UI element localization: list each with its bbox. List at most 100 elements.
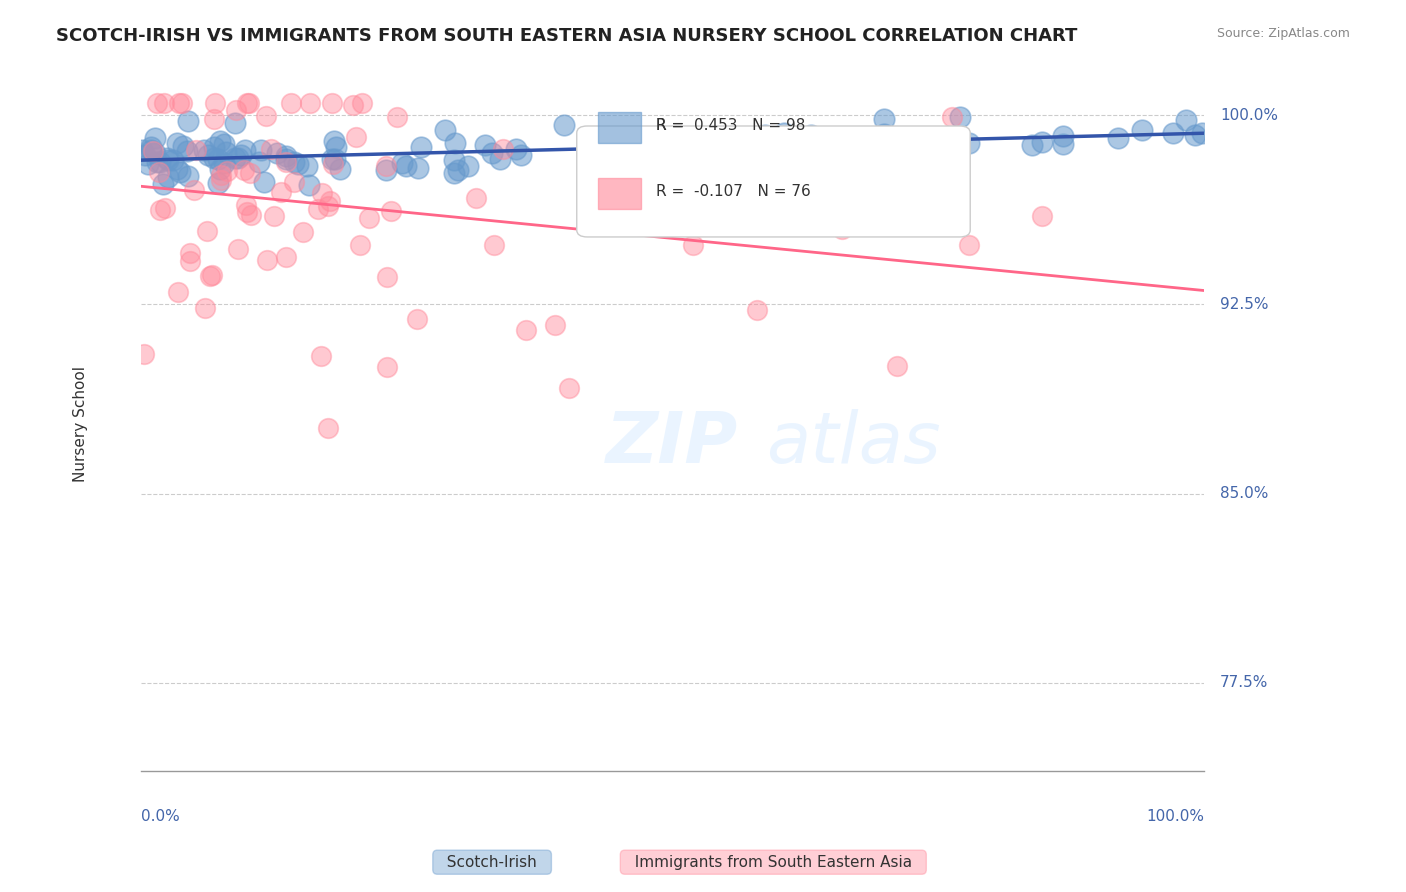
- FancyBboxPatch shape: [576, 126, 970, 237]
- Point: [553, 118, 575, 132]
- Point: [156, 153, 179, 167]
- Point: [783, 136, 806, 150]
- Point: [139, 143, 162, 157]
- Point: [143, 130, 166, 145]
- Point: [936, 136, 959, 151]
- Point: [1031, 209, 1053, 223]
- Point: [295, 159, 318, 173]
- Point: [274, 250, 297, 264]
- Point: [256, 253, 278, 268]
- Point: [152, 178, 174, 192]
- Point: [226, 243, 249, 257]
- Point: [492, 143, 515, 157]
- Point: [831, 221, 853, 235]
- Point: [800, 128, 823, 142]
- Point: [169, 95, 191, 110]
- Point: [283, 155, 305, 169]
- Point: [408, 161, 430, 175]
- Point: [229, 148, 252, 162]
- Point: [280, 95, 302, 110]
- Point: [395, 159, 418, 173]
- Point: [375, 269, 398, 284]
- Text: 100.0%: 100.0%: [1146, 809, 1204, 824]
- Point: [298, 95, 321, 110]
- Text: atlas: atlas: [766, 409, 941, 477]
- Point: [433, 122, 456, 136]
- Point: [672, 144, 695, 158]
- Point: [1161, 126, 1184, 140]
- Text: 100.0%: 100.0%: [1220, 108, 1278, 123]
- Point: [214, 136, 236, 151]
- Point: [1052, 129, 1074, 144]
- Point: [143, 146, 166, 161]
- Point: [875, 142, 897, 156]
- Point: [810, 139, 832, 153]
- Point: [316, 199, 339, 213]
- Point: [283, 175, 305, 189]
- Point: [292, 226, 315, 240]
- Point: [489, 152, 512, 166]
- Point: [754, 128, 776, 143]
- Text: Immigrants from South Eastern Asia: Immigrants from South Eastern Asia: [624, 855, 922, 870]
- Point: [166, 161, 188, 176]
- Point: [214, 156, 236, 170]
- Point: [238, 95, 260, 110]
- Point: [141, 145, 163, 159]
- Point: [1174, 113, 1197, 128]
- Point: [640, 151, 662, 165]
- Point: [139, 140, 162, 154]
- Point: [1052, 137, 1074, 152]
- Point: [872, 127, 894, 141]
- Point: [484, 237, 506, 252]
- Point: [202, 112, 225, 126]
- Point: [202, 140, 225, 154]
- Point: [157, 169, 180, 184]
- Point: [447, 162, 470, 177]
- Point: [391, 155, 413, 169]
- Point: [745, 302, 768, 317]
- Point: [375, 159, 398, 173]
- Point: [177, 169, 200, 183]
- Point: [179, 246, 201, 260]
- Point: [235, 198, 257, 212]
- Point: [544, 318, 567, 333]
- Text: Nursery School: Nursery School: [73, 367, 87, 483]
- Point: [457, 159, 479, 173]
- Point: [957, 136, 980, 150]
- Point: [172, 138, 194, 153]
- Bar: [598, 178, 641, 210]
- Point: [323, 153, 346, 167]
- Point: [936, 132, 959, 146]
- Point: [136, 157, 159, 171]
- Point: [153, 95, 176, 110]
- Point: [769, 142, 792, 156]
- Point: [177, 113, 200, 128]
- Point: [474, 137, 496, 152]
- Point: [377, 360, 399, 375]
- Point: [166, 136, 188, 150]
- Point: [201, 268, 224, 283]
- Text: SCOTCH-IRISH VS IMMIGRANTS FROM SOUTH EASTERN ASIA NURSERY SCHOOL CORRELATION CH: SCOTCH-IRISH VS IMMIGRANTS FROM SOUTH EA…: [56, 27, 1077, 45]
- Point: [742, 207, 765, 221]
- Point: [184, 143, 207, 157]
- Point: [169, 164, 191, 178]
- Point: [195, 224, 218, 238]
- Point: [886, 359, 908, 373]
- Point: [298, 178, 321, 193]
- Point: [873, 112, 896, 126]
- Point: [155, 201, 177, 215]
- Point: [225, 103, 247, 117]
- Point: [209, 134, 232, 148]
- Text: Scotch-Irish: Scotch-Irish: [437, 855, 547, 870]
- Point: [132, 347, 155, 361]
- Point: [179, 253, 201, 268]
- Text: R =: R =: [657, 119, 689, 134]
- Point: [444, 136, 467, 151]
- Point: [134, 147, 156, 161]
- Point: [204, 95, 226, 110]
- Point: [957, 238, 980, 252]
- Point: [941, 110, 963, 124]
- Point: [146, 155, 169, 169]
- Point: [239, 166, 262, 180]
- Point: [149, 202, 172, 217]
